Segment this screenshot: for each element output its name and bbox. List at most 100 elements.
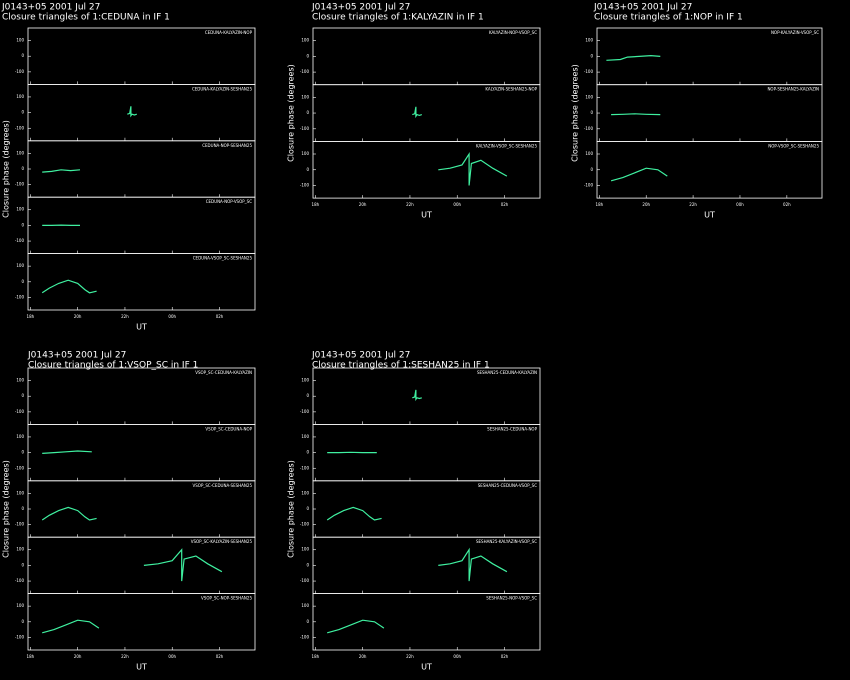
triangle-label: CEDUNA-KALYAZIN-NOP — [205, 30, 253, 35]
y-tick-label: 100 — [585, 38, 593, 43]
triangle-label: CEDUNA-NOP-VSOP_SC — [206, 199, 252, 204]
plot-title: J0143+05 2001 Jul 27 — [593, 3, 692, 13]
x-tick-label: 00h — [168, 654, 176, 659]
y-tick-label: 0 — [21, 222, 24, 227]
plot-title: J0143+05 2001 Jul 27 — [311, 351, 410, 361]
y-tick-label: 0 — [306, 450, 309, 455]
closure-phase-trace — [41, 506, 97, 521]
y-tick-label: -100 — [300, 183, 310, 188]
y-tick-label: 100 — [585, 94, 593, 99]
y-tick-label: 0 — [21, 279, 24, 284]
y-tick-label: -100 — [15, 522, 25, 527]
triangle-label: CEDUNA-KALYAZIN-SESHAN25 — [192, 86, 253, 91]
y-tick-label: -100 — [300, 409, 310, 414]
y-tick-label: 0 — [21, 619, 24, 624]
y-axis-label: Closure phase (degrees) — [2, 120, 11, 218]
x-tick-label: 18h — [312, 202, 320, 207]
y-axis-label: Closure phase (degrees) — [287, 460, 296, 558]
closure-phase-trace — [326, 506, 382, 521]
x-tick-label: 02h — [783, 202, 791, 207]
y-tick-label: 0 — [306, 53, 309, 58]
y-tick-label: 0 — [21, 450, 24, 455]
y-tick-label: -100 — [300, 522, 310, 527]
y-tick-label: 0 — [590, 167, 593, 172]
y-tick-label: -100 — [15, 125, 25, 130]
y-tick-label: 100 — [585, 151, 593, 156]
x-axis-label: UT — [136, 323, 147, 332]
x-tick-label: 00h — [453, 202, 461, 207]
closure-phase-trace — [127, 106, 137, 118]
closure-phase-trace — [412, 106, 422, 119]
plot-subtitle: Closure triangles of 1:KALYAZIN in IF 1 — [312, 13, 484, 23]
y-tick-label: 100 — [301, 547, 309, 552]
closure-phase-trace — [611, 113, 661, 116]
y-tick-label: -100 — [584, 183, 594, 188]
y-tick-label: 0 — [590, 53, 593, 58]
x-tick-label: 20h — [642, 202, 650, 207]
y-tick-label: 100 — [301, 490, 309, 495]
closure-phase-trace — [143, 548, 223, 582]
y-tick-label: -100 — [15, 294, 25, 299]
y-axis-label: Closure phase (degrees) — [2, 460, 11, 558]
x-tick-label: 02h — [501, 202, 509, 207]
triangle-label: NOP-SESHAN25-KALYAZIN — [767, 87, 819, 92]
x-tick-label: 00h — [453, 654, 461, 659]
y-tick-label: -100 — [300, 465, 310, 470]
triangle-label: CEDUNA-NOP-SESHAN25 — [202, 143, 252, 148]
closure-phase-trace — [42, 619, 100, 634]
closure-phase-trace — [438, 151, 508, 186]
y-tick-label: 100 — [301, 94, 309, 99]
y-tick-label: 100 — [16, 263, 24, 268]
triangle-label: SESHAN25-CEDUNA-KALYAZIN — [477, 370, 537, 375]
triangle-label: VSOP_SC-KALYAZIN-SESHAN25 — [191, 539, 253, 544]
triangle-label: NOP-VSOP_SC-SESHAN25 — [768, 143, 819, 148]
plot-title: J0143+05 2001 Jul 27 — [311, 3, 410, 13]
x-tick-label: 22h — [121, 314, 129, 319]
closure-phase-trace — [606, 54, 661, 61]
x-tick-label: 20h — [359, 654, 367, 659]
triangle-label: VSOP_SC-CEDUNA-SESHAN25 — [193, 483, 253, 488]
x-tick-label: 02h — [501, 654, 509, 659]
plot-subtitle: Closure triangles of 1:SESHAN25 in IF 1 — [312, 361, 490, 371]
y-tick-label: -100 — [15, 69, 25, 74]
x-tick-label: 20h — [74, 654, 82, 659]
y-tick-label: 0 — [21, 393, 24, 398]
y-tick-label: -100 — [300, 578, 310, 583]
y-tick-label: 0 — [21, 53, 24, 58]
x-tick-label: 18h — [27, 654, 35, 659]
y-tick-label: 100 — [301, 38, 309, 43]
triangle-label: KALYAZIN-VSOP_SC-SESHAN25 — [476, 143, 537, 148]
y-tick-label: 0 — [21, 110, 24, 115]
y-tick-label: 0 — [306, 506, 309, 511]
y-tick-label: -100 — [584, 69, 594, 74]
y-tick-label: -100 — [15, 634, 25, 639]
triangle-label: SESHAN25-CEDUNA-NOP — [487, 426, 537, 431]
closure-phase-trace — [41, 279, 97, 294]
y-tick-label: 0 — [21, 562, 24, 567]
y-tick-label: 0 — [590, 110, 593, 115]
x-tick-label: 18h — [312, 654, 320, 659]
x-tick-label: 20h — [359, 202, 367, 207]
y-tick-label: -100 — [15, 238, 25, 243]
triangle-label: SESHAN25-CEDUNA-VSOP_SC — [478, 483, 537, 488]
x-tick-label: 02h — [216, 314, 224, 319]
x-tick-label: 00h — [168, 314, 176, 319]
y-tick-label: 100 — [16, 207, 24, 212]
y-tick-label: 0 — [306, 393, 309, 398]
x-tick-label: 22h — [121, 654, 129, 659]
closure-phase-trace — [438, 547, 508, 582]
y-tick-label: -100 — [15, 182, 25, 187]
x-tick-label: 18h — [596, 202, 604, 207]
y-tick-label: 100 — [16, 490, 24, 495]
y-tick-label: 0 — [306, 167, 309, 172]
triangle-label: KALYAZIN-NOP-VSOP_SC — [489, 30, 537, 35]
x-axis-label: UT — [421, 211, 432, 220]
y-tick-label: -100 — [300, 634, 310, 639]
y-tick-label: 100 — [16, 38, 24, 43]
y-tick-label: 100 — [301, 434, 309, 439]
closure-phase-trace — [42, 169, 81, 173]
x-tick-label: 02h — [216, 654, 224, 659]
y-tick-label: 100 — [301, 378, 309, 383]
triangle-label: VSOP_SC-CEDUNA-NOP — [205, 426, 252, 431]
